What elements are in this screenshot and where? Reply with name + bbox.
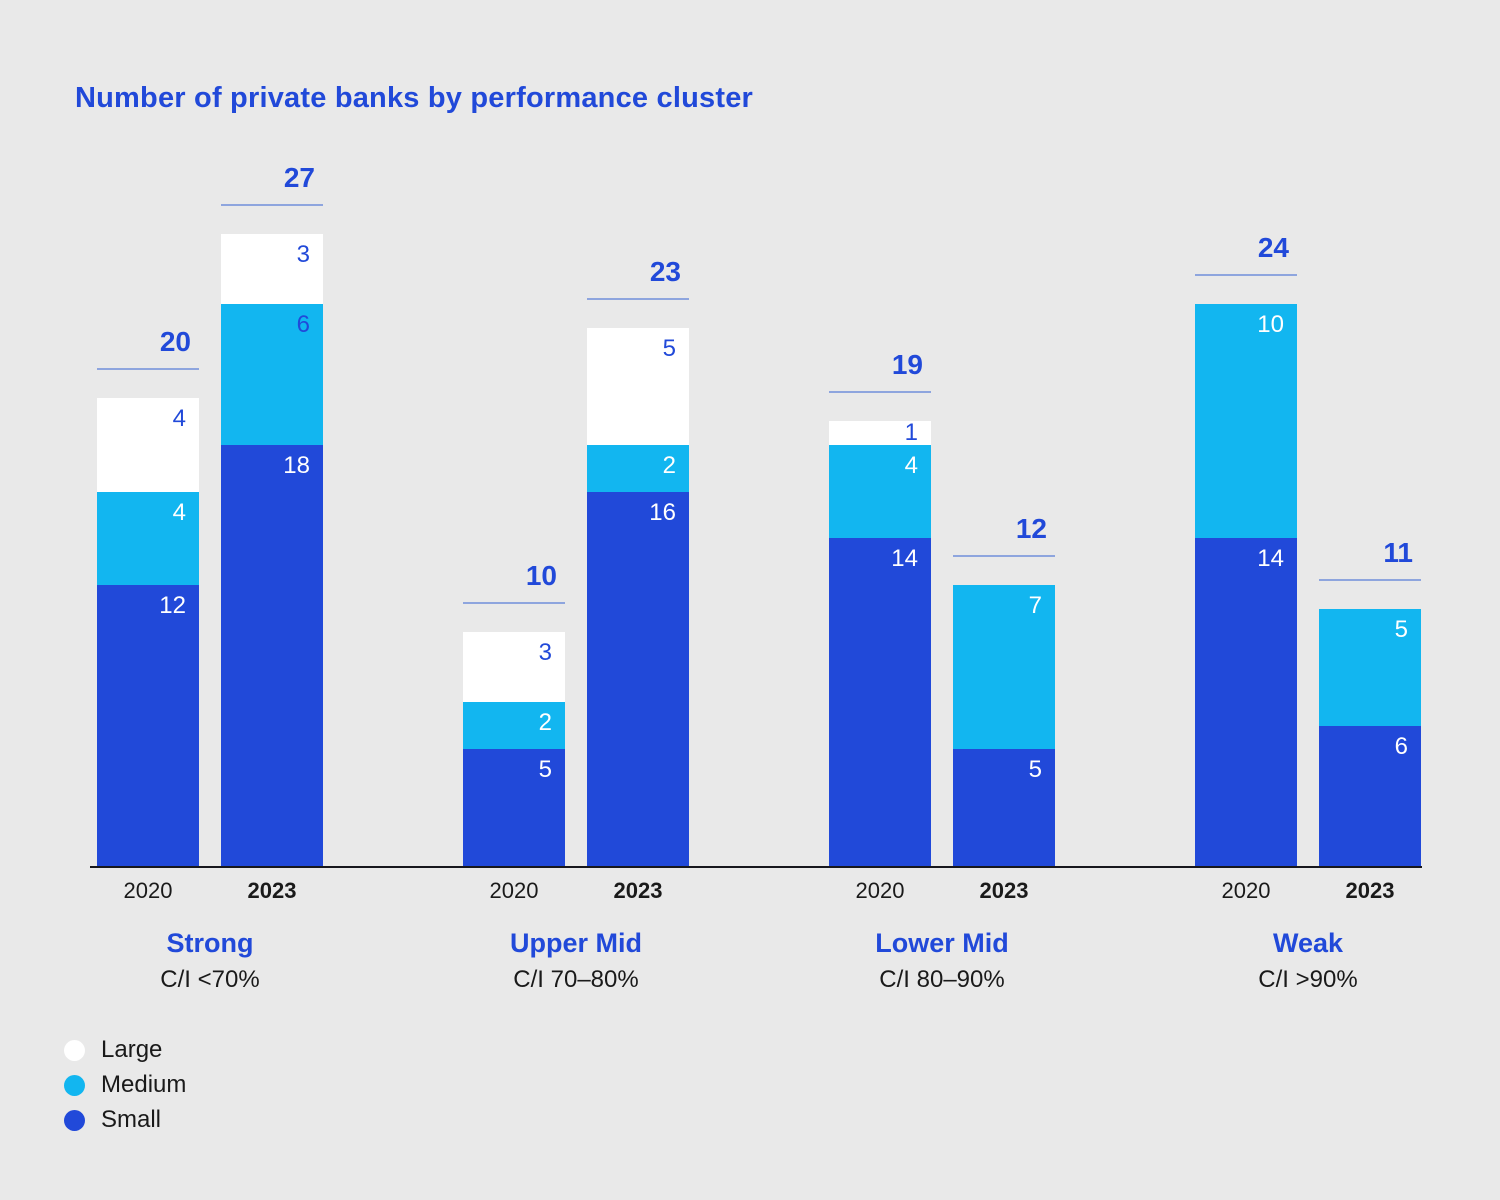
- segment-value-label: 1: [904, 419, 918, 447]
- bar-total-label: 11: [1383, 536, 1413, 568]
- segment-value-label: 6: [296, 311, 310, 339]
- year-label: 2020: [123, 878, 173, 903]
- bar-segment-small: 12: [97, 585, 199, 866]
- cluster-criterion: C/I >90%: [1258, 966, 1358, 993]
- segment-value-label: 5: [538, 755, 552, 783]
- bar-total-label: 10: [525, 560, 557, 591]
- cluster-name: Upper Mid: [510, 928, 642, 958]
- large-swatch-icon: [64, 1039, 85, 1061]
- year-label: 2023: [613, 878, 663, 903]
- cluster-name: Weak: [1272, 928, 1344, 958]
- legend-item-medium: Medium: [64, 1071, 186, 1099]
- segment-value-label: 6: [1394, 732, 1408, 760]
- cluster-criterion: C/I 80–90%: [879, 966, 1005, 993]
- total-underline: [1319, 578, 1421, 581]
- legend-label: Small: [101, 1106, 162, 1133]
- cluster-criterion: C/I 70–80%: [513, 966, 639, 993]
- segment-value-label: 14: [1257, 545, 1284, 573]
- legend-item-large: Large: [64, 1036, 162, 1064]
- total-underline: [1195, 274, 1297, 277]
- legend-item-small: Small: [64, 1106, 161, 1134]
- bar-total-label: 20: [159, 326, 191, 357]
- segment-value-label: 4: [904, 451, 918, 479]
- segment-value-label: 3: [296, 241, 310, 269]
- total-underline: [97, 368, 199, 370]
- year-label: 2020: [855, 878, 905, 903]
- segment-value-label: 16: [649, 498, 676, 526]
- medium-swatch-icon: [64, 1074, 85, 1096]
- bar-segment-small: 14: [829, 538, 931, 866]
- bar-total-label: 27: [283, 162, 315, 194]
- chart-title: Number of private banks by performance c…: [75, 82, 754, 114]
- bar-strong-2020: 4 4 12: [97, 398, 199, 866]
- year-label: 2023: [1345, 878, 1395, 903]
- bar-segment-small: 16: [587, 491, 689, 866]
- bar-segment-medium: 7: [953, 585, 1055, 749]
- segment-value-label: 5: [662, 334, 676, 362]
- bar-segment-medium: 10: [1195, 304, 1297, 539]
- segment-value-label: 3: [538, 639, 552, 666]
- bar-segment-medium: 2: [463, 702, 565, 749]
- bar-segment-large: 3: [463, 632, 565, 703]
- bar-strong-2023: 3 6 18: [221, 234, 323, 866]
- total-underline: [829, 391, 931, 394]
- bar-weak-2020: 10 14: [1195, 304, 1297, 866]
- segment-value-label: 5: [1394, 615, 1408, 643]
- segment-value-label: 4: [172, 498, 186, 526]
- total-underline: [463, 602, 565, 604]
- segment-value-label: 4: [172, 405, 186, 432]
- bar-segment-medium: 5: [1319, 608, 1421, 726]
- legend-label: Medium: [101, 1071, 187, 1098]
- bar-segment-small: 5: [953, 748, 1055, 866]
- bar-segment-small: 18: [221, 444, 323, 866]
- year-label: 2023: [247, 878, 297, 903]
- bar-upper-mid-2020: 3 2 5: [463, 632, 565, 866]
- bar-segment-medium: 2: [587, 444, 689, 492]
- year-label: 2020: [489, 878, 539, 903]
- total-underline: [953, 555, 1055, 558]
- bar-total-label: 19: [891, 349, 923, 381]
- total-underline: [587, 297, 689, 300]
- total-underline: [221, 204, 323, 207]
- bar-segment-medium: 4: [829, 444, 931, 539]
- bar-segment-small: 14: [1195, 538, 1297, 866]
- segment-value-label: 12: [159, 592, 186, 620]
- cluster-name: Lower Mid: [875, 928, 1009, 958]
- bar-total-label: 12: [1015, 513, 1047, 545]
- segment-value-label: 2: [662, 451, 676, 479]
- bar-segment-medium: 6: [221, 304, 323, 445]
- segment-value-label: 7: [1028, 592, 1042, 620]
- legend-label: Large: [101, 1036, 163, 1063]
- bar-upper-mid-2023: 5 2 16: [587, 327, 689, 866]
- bar-segment-large: 4: [97, 398, 199, 492]
- bar-total-label: 23: [649, 255, 681, 287]
- bar-segment-large: 1: [829, 419, 931, 447]
- cluster-criterion: C/I <70%: [160, 966, 260, 993]
- bar-total-label: 24: [1257, 232, 1289, 264]
- bar-lower-mid-2020: 1 4 14: [829, 419, 931, 866]
- bar-segment-medium: 4: [97, 491, 199, 586]
- segment-value-label: 14: [891, 545, 918, 573]
- segment-value-label: 2: [538, 709, 552, 737]
- year-label: 2020: [1221, 878, 1271, 903]
- x-axis-line: [90, 866, 1422, 868]
- small-swatch-icon: [64, 1109, 85, 1131]
- bar-segment-large: 5: [587, 327, 689, 445]
- cluster-name: Strong: [166, 928, 254, 958]
- segment-value-label: 5: [1028, 755, 1042, 783]
- bar-segment-large: 3: [221, 234, 323, 305]
- segment-value-label: 18: [283, 451, 310, 479]
- bar-segment-small: 6: [1319, 725, 1421, 866]
- segment-value-label: 10: [1257, 311, 1284, 339]
- year-label: 2023: [979, 878, 1029, 903]
- bar-segment-small: 5: [463, 748, 565, 866]
